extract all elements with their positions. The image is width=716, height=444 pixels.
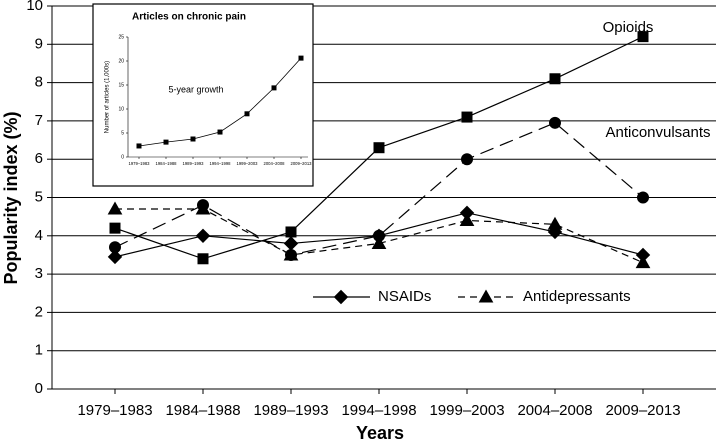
line-series-marker xyxy=(217,129,223,135)
inset-x-tick-label: 1994–1998 xyxy=(210,161,232,166)
y-tick-label: 4 xyxy=(35,227,43,244)
line-series-marker xyxy=(107,201,123,215)
line-series-marker xyxy=(195,201,211,215)
y-tick-label: 3 xyxy=(35,265,43,282)
inset-x-tick-label: 1999–2003 xyxy=(237,161,259,166)
legend-label: NSAIDs xyxy=(378,288,431,305)
line-series-marker xyxy=(547,216,563,230)
line-series-marker xyxy=(197,253,209,265)
line-series-marker xyxy=(283,247,299,261)
x-tick-label: 1984–1988 xyxy=(165,402,240,419)
line-series-marker xyxy=(244,111,250,117)
line-series-marker xyxy=(549,116,561,129)
y-tick-label: 5 xyxy=(35,188,43,205)
y-tick-label: 0 xyxy=(35,380,43,397)
inset-annotation: 5-year growth xyxy=(168,84,223,94)
series-label: Opioids xyxy=(603,19,654,36)
x-tick-label: 2009–2013 xyxy=(605,402,680,419)
x-axis-label: Years xyxy=(356,423,404,443)
inset-x-tick-label: 1984–1988 xyxy=(156,161,178,166)
line-series-marker xyxy=(461,111,473,123)
y-tick-label: 2 xyxy=(35,303,43,320)
inset-y-axis-label: Number of articles (1,000s) xyxy=(105,61,111,133)
inset-x-tick-label: 2004–2008 xyxy=(264,161,286,166)
x-tick-label: 1979–1983 xyxy=(77,402,152,419)
inset-title: Articles on chronic pain xyxy=(132,12,246,23)
inset-x-tick-label: 1979–1983 xyxy=(129,161,151,166)
inset-x-tick-label: 2009–2013 xyxy=(291,161,313,166)
line-series-marker xyxy=(195,228,211,244)
line-series-marker xyxy=(461,153,473,166)
inset-y-tick-label: 20 xyxy=(118,58,124,64)
line-series-marker xyxy=(635,255,651,269)
y-tick-label: 10 xyxy=(26,0,43,14)
inset-y-tick-label: 15 xyxy=(118,82,124,88)
inset-y-tick-label: 10 xyxy=(118,106,124,112)
inset-y-tick-label: 5 xyxy=(121,130,124,136)
legend-marker xyxy=(478,289,494,303)
y-tick-label: 7 xyxy=(35,112,43,129)
y-tick-label: 9 xyxy=(35,35,43,52)
inset-y-tick-label: 25 xyxy=(118,34,124,40)
line-series-marker xyxy=(637,31,649,43)
legend-label: Antidepressants xyxy=(523,288,631,305)
line-series-marker xyxy=(163,139,169,145)
line-series-marker xyxy=(637,191,649,204)
x-tick-label: 1994–1998 xyxy=(341,402,416,419)
line-series-marker xyxy=(298,55,304,61)
line-series-marker xyxy=(190,136,196,142)
y-tick-label: 6 xyxy=(35,150,43,167)
inset-frame xyxy=(92,3,314,187)
series-label: Anticonvulsants xyxy=(605,124,710,141)
inset-y-tick-label: 0 xyxy=(121,154,124,160)
y-tick-label: 1 xyxy=(35,342,43,359)
x-tick-label: 1989–1993 xyxy=(253,402,328,419)
line-series-marker xyxy=(285,226,297,238)
line-series-marker xyxy=(271,85,277,91)
line-series-marker xyxy=(107,249,123,265)
legend-marker xyxy=(333,289,349,305)
line-series-marker xyxy=(459,212,475,226)
line-series-marker xyxy=(373,142,385,154)
line-series-marker xyxy=(136,143,142,149)
x-tick-label: 2004–2008 xyxy=(517,402,592,419)
y-axis-label: Popularity index (%) xyxy=(1,111,21,284)
x-tick-label: 1999–2003 xyxy=(429,402,504,419)
inset-x-tick-label: 1989–1993 xyxy=(183,161,205,166)
line-series-marker xyxy=(549,73,561,85)
line-series-marker xyxy=(371,235,387,249)
line-series-marker xyxy=(109,222,121,234)
y-tick-label: 8 xyxy=(35,74,43,91)
